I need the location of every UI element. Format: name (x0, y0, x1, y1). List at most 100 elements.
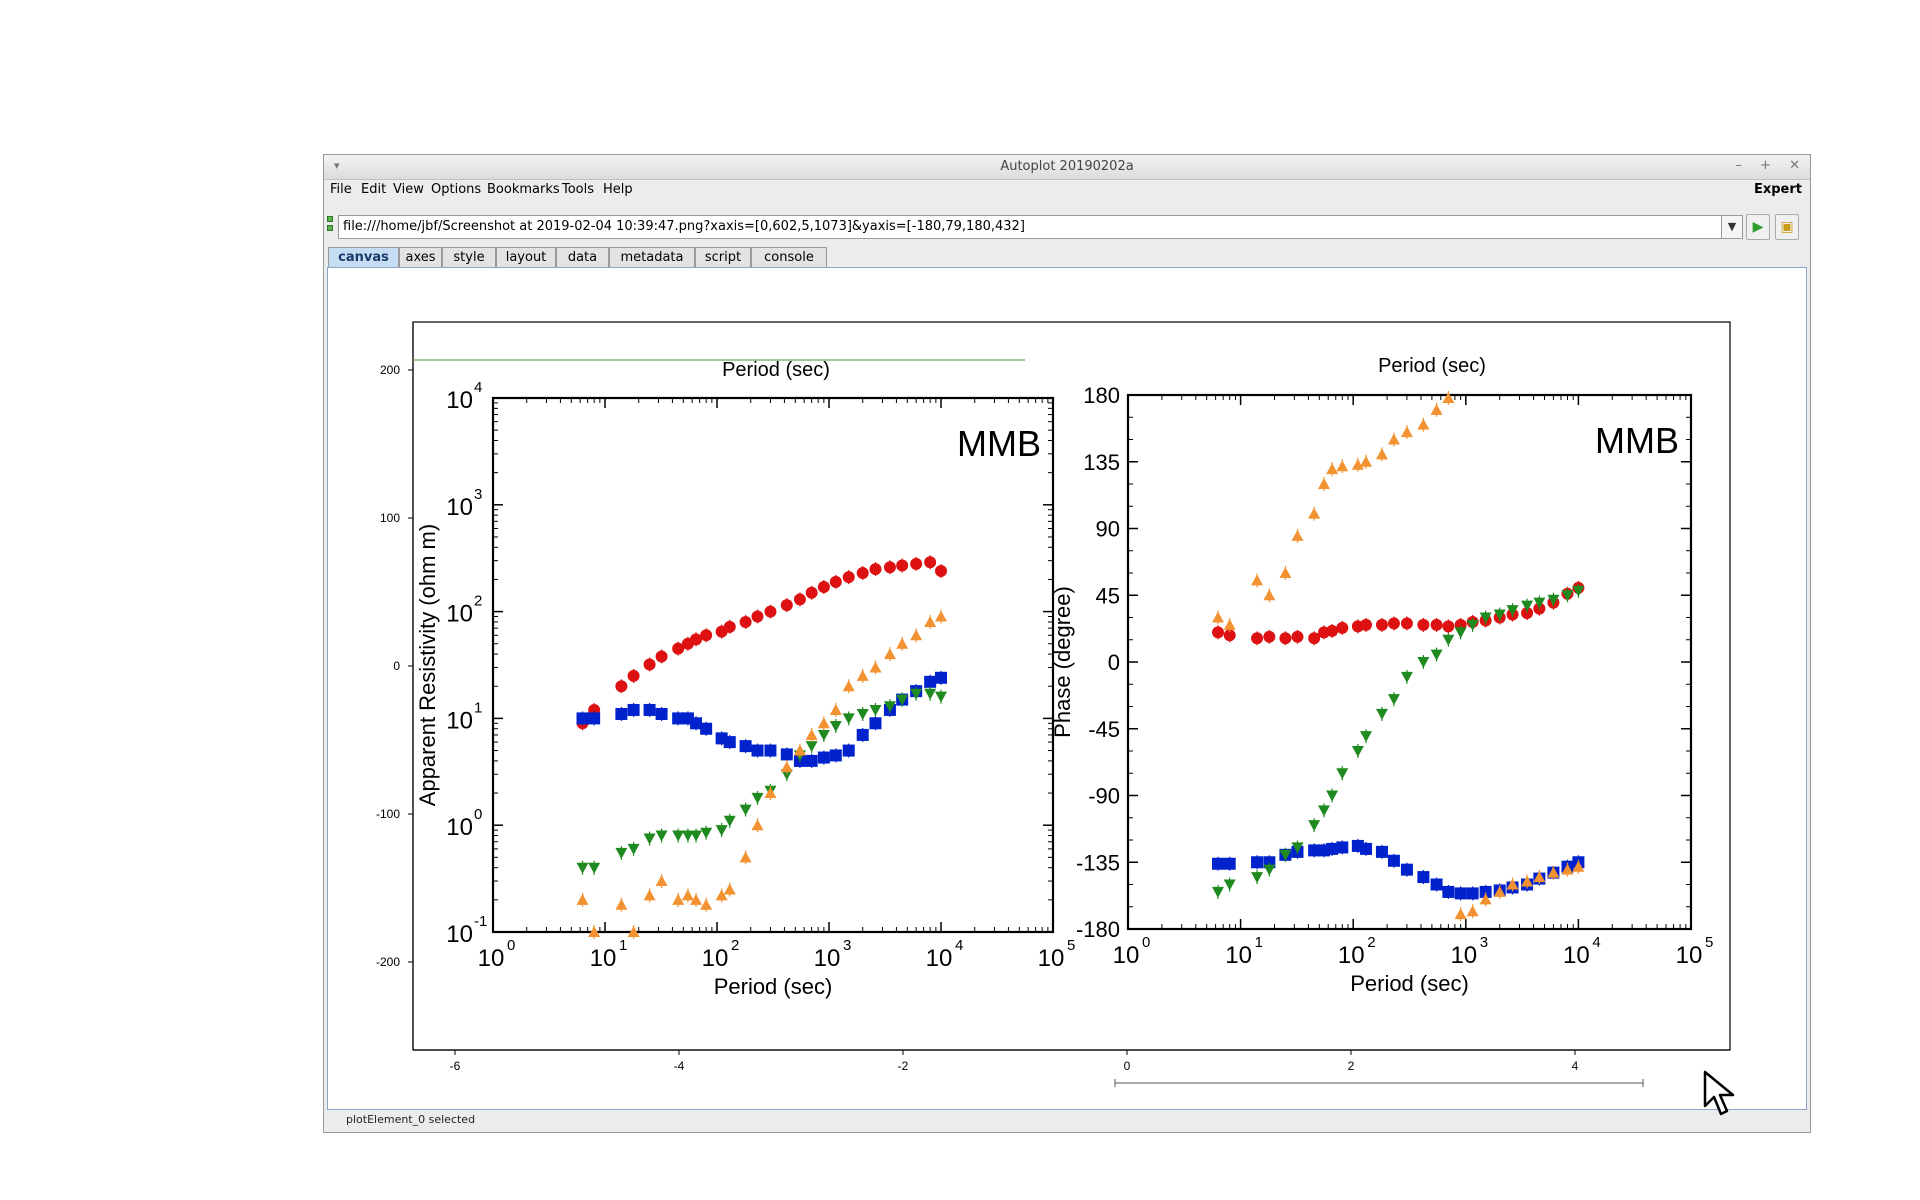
data-point (1360, 455, 1373, 467)
data-point (924, 615, 937, 627)
browse-button[interactable]: ▣ (1775, 214, 1799, 240)
menu-bookmarks[interactable]: Bookmarks (487, 182, 560, 197)
data-point (655, 830, 668, 842)
x-tick-exponent: 2 (731, 937, 739, 954)
data-point (1223, 879, 1236, 891)
minimize-icon[interactable]: – (1735, 158, 1742, 173)
maximize-icon[interactable]: + (1760, 158, 1771, 173)
data-point (723, 736, 736, 749)
x-tick-label: 10 (1450, 942, 1477, 969)
data-point (690, 830, 703, 842)
data-point (805, 728, 818, 740)
data-point (1387, 854, 1400, 867)
data-point (655, 875, 668, 887)
data-point (935, 610, 947, 622)
tab-style[interactable]: style (442, 247, 496, 267)
data-point (672, 642, 685, 655)
data-point (764, 787, 777, 799)
data-point (924, 675, 937, 688)
tab-canvas[interactable]: canvas (328, 247, 399, 267)
menu-edit[interactable]: Edit (361, 182, 387, 197)
data-point (869, 717, 882, 730)
data-point (1430, 649, 1443, 661)
data-point (856, 566, 869, 579)
data-point (1466, 619, 1479, 631)
data-point (764, 605, 777, 618)
data-point (1387, 617, 1400, 630)
menu-file[interactable]: File (330, 182, 352, 197)
data-point (869, 661, 882, 673)
data-point (896, 694, 909, 706)
close-icon[interactable]: ✕ (1789, 158, 1800, 173)
y-tick-label: 10 (446, 494, 473, 521)
menu-view[interactable]: View (393, 182, 424, 197)
x-tick-exponent: 2 (1367, 934, 1375, 951)
data-point (1375, 845, 1388, 858)
x-tick-label: 10 (1038, 945, 1065, 972)
data-point (793, 593, 806, 606)
x-tick-label: 10 (478, 945, 505, 972)
data-point (1417, 657, 1430, 668)
uri-history-dropdown[interactable]: ▼ (1721, 215, 1743, 239)
tab-console[interactable]: console (751, 247, 827, 267)
data-point (1521, 607, 1534, 620)
data-point (1326, 790, 1339, 802)
data-point (672, 712, 685, 725)
menu-help[interactable]: Help (603, 182, 633, 197)
y-tick-label: 90 (1096, 517, 1120, 542)
y-tick-exponent: 3 (474, 486, 482, 503)
data-point (643, 889, 656, 901)
tab-script[interactable]: script (695, 247, 751, 267)
data-point (1493, 609, 1506, 621)
data-point (615, 898, 628, 910)
expert-menu[interactable]: Expert (1753, 182, 1802, 197)
data-point (805, 741, 818, 753)
data-point (1223, 629, 1236, 642)
plot-go-button[interactable]: ▶ (1746, 214, 1770, 240)
y-tick-exponent: 4 (474, 379, 482, 396)
x-tick-exponent: 5 (1705, 934, 1713, 951)
data-point (588, 712, 601, 725)
data-point (1360, 731, 1373, 743)
tab-layout[interactable]: layout (496, 247, 556, 267)
data-point (1360, 618, 1373, 631)
uri-input[interactable]: file:///home/jbf/Screenshot at 2019-02-0… (338, 215, 1722, 239)
y-tick-exponent: 1 (474, 699, 482, 716)
tab-axes[interactable]: axes (399, 247, 442, 267)
data-point (869, 563, 882, 576)
y-tick-label: -135 (1076, 850, 1120, 875)
data-point (793, 744, 806, 756)
window-menu-icon[interactable]: ▾ (334, 159, 340, 172)
x-tick-label: 10 (1225, 942, 1252, 969)
folder-icon: ▣ (1780, 219, 1794, 235)
data-point (1387, 694, 1400, 706)
top-partial-xlabel: Period (sec) (722, 359, 830, 381)
x-tick-exponent: 5 (1067, 937, 1075, 954)
tab-data[interactable]: data (556, 247, 609, 267)
mouse-cursor-icon (1703, 1070, 1735, 1116)
x-tick-label: 10 (1338, 942, 1365, 969)
outer-x-tick-label: -6 (450, 1059, 461, 1073)
data-point (1212, 611, 1225, 623)
data-point (615, 680, 628, 693)
y-tick-label: 10 (446, 707, 473, 734)
data-point (856, 708, 869, 720)
menu-options[interactable]: Options (431, 182, 482, 197)
data-point (690, 633, 703, 646)
data-point (910, 629, 923, 641)
data-point (672, 830, 685, 842)
data-point (1375, 708, 1388, 720)
data-point (751, 819, 764, 831)
data-point (751, 744, 764, 757)
menu-tools[interactable]: Tools (562, 182, 595, 197)
outer-y-tick-label: -200 (376, 955, 400, 969)
data-point (643, 658, 656, 671)
y-tick-exponent: -1 (474, 913, 487, 930)
y-tick-label: 10 (446, 601, 473, 628)
tab-metadata[interactable]: metadata (609, 247, 695, 267)
data-point (1326, 842, 1339, 855)
x-tick-exponent: 1 (1255, 934, 1263, 951)
data-point (1263, 864, 1276, 876)
